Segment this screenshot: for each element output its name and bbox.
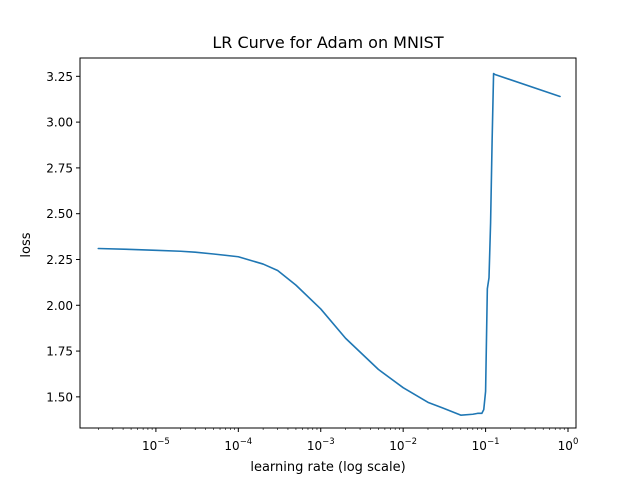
x-tick-label-exponent: −5 bbox=[157, 437, 170, 447]
x-tick-label-base: 10 bbox=[389, 439, 404, 453]
x-tick-label-exponent: −2 bbox=[405, 437, 418, 447]
x-tick-label-exponent: −1 bbox=[487, 437, 500, 447]
x-tick-label-exponent: 0 bbox=[573, 437, 578, 447]
x-tick-label-base: 10 bbox=[224, 439, 239, 453]
y-tick-label: 1.75 bbox=[46, 345, 73, 359]
x-tick-label-base: 10 bbox=[558, 439, 573, 453]
y-axis-label: loss bbox=[19, 232, 34, 257]
y-axis-ticks: 1.50 1.75 2.00 2.25 2.50 2.75 3.00 3.25 bbox=[46, 70, 80, 404]
x-tick-label: 10−3 bbox=[307, 437, 335, 453]
y-tick-label: 2.75 bbox=[46, 161, 73, 175]
x-tick-label: 10−1 bbox=[472, 437, 500, 453]
x-tick-label-exponent: −4 bbox=[240, 437, 253, 447]
y-tick-label: 2.50 bbox=[46, 207, 73, 221]
y-tick-label: 3.25 bbox=[46, 70, 73, 84]
x-tick-label: 100 bbox=[558, 437, 579, 453]
plot-frame bbox=[79, 57, 577, 429]
x-tick-label-base: 10 bbox=[307, 439, 322, 453]
x-tick-label: 10−2 bbox=[389, 437, 417, 453]
chart-title: LR Curve for Adam on MNIST bbox=[212, 33, 443, 52]
y-tick-label: 2.25 bbox=[46, 253, 73, 267]
x-tick-label-base: 10 bbox=[142, 439, 157, 453]
y-tick-label: 3.00 bbox=[46, 116, 73, 130]
x-tick-label: 10−5 bbox=[142, 437, 170, 453]
x-tick-label: 10−4 bbox=[224, 437, 252, 453]
y-tick-label: 1.50 bbox=[46, 390, 73, 404]
x-tick-label-exponent: −3 bbox=[322, 437, 335, 447]
series-group bbox=[97, 72, 561, 416]
x-tick-label-base: 10 bbox=[472, 439, 487, 453]
x-axis-ticks: 10−5 10−4 10−3 10−2 10−1 100 bbox=[97, 428, 579, 453]
x-axis-label: learning rate (log scale) bbox=[250, 460, 405, 475]
y-tick-label: 2.00 bbox=[46, 299, 73, 313]
loss-curve-line bbox=[97, 72, 561, 416]
